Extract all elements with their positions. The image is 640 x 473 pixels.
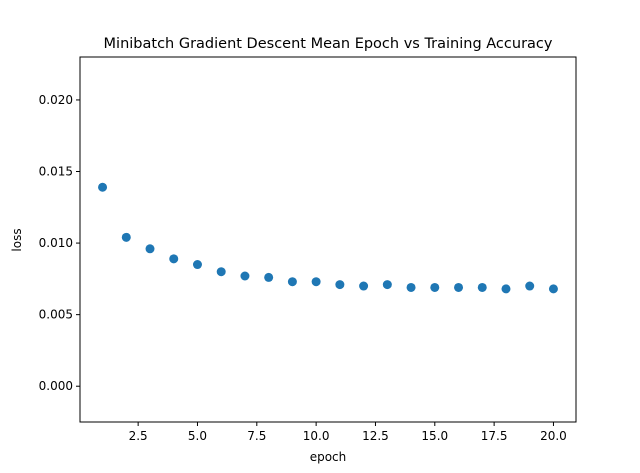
x-tick-label: 17.5 [481, 429, 508, 443]
data-point [240, 271, 250, 281]
chart-title: Minibatch Gradient Descent Mean Epoch vs… [104, 36, 553, 52]
y-axis: 0.000 0.005 0.010 0.015 0.020 [39, 93, 80, 393]
data-point [192, 260, 202, 270]
data-point [121, 232, 131, 242]
y-tick-label: 0.010 [39, 236, 73, 250]
y-tick-label: 0.015 [39, 165, 73, 179]
x-tick-label: 7.5 [247, 429, 266, 443]
data-points [98, 182, 558, 294]
data-point [501, 284, 511, 294]
x-tick-label: 5.0 [188, 429, 207, 443]
x-tick-label: 12.5 [362, 429, 389, 443]
x-tick-label: 2.5 [129, 429, 148, 443]
x-axis-label: epoch [310, 450, 347, 464]
data-point [525, 281, 535, 291]
x-tick-label: 15.0 [421, 429, 448, 443]
x-tick-label: 10.0 [303, 429, 330, 443]
data-point [335, 280, 345, 290]
data-point [382, 280, 392, 290]
y-tick-label: 0.020 [39, 93, 73, 107]
data-point [98, 182, 108, 192]
data-point [454, 282, 464, 292]
data-point [548, 284, 558, 294]
plot-area [79, 56, 577, 423]
x-tick-label: 20.0 [540, 429, 567, 443]
data-point [406, 282, 416, 292]
y-tick-label: 0.000 [39, 379, 73, 393]
data-point [145, 244, 155, 254]
data-point [169, 254, 179, 264]
y-axis-label: loss [10, 228, 24, 251]
x-axis: 2.5 5.0 7.5 10.0 12.5 15.0 17.5 20.0 [129, 422, 567, 443]
data-point [359, 281, 369, 291]
plot-frame [79, 56, 577, 423]
data-point [264, 272, 274, 282]
y-tick-label: 0.005 [39, 308, 73, 322]
data-point [430, 282, 440, 292]
data-point [311, 277, 321, 287]
data-point [287, 277, 297, 287]
data-point [477, 282, 487, 292]
data-point [216, 267, 226, 277]
